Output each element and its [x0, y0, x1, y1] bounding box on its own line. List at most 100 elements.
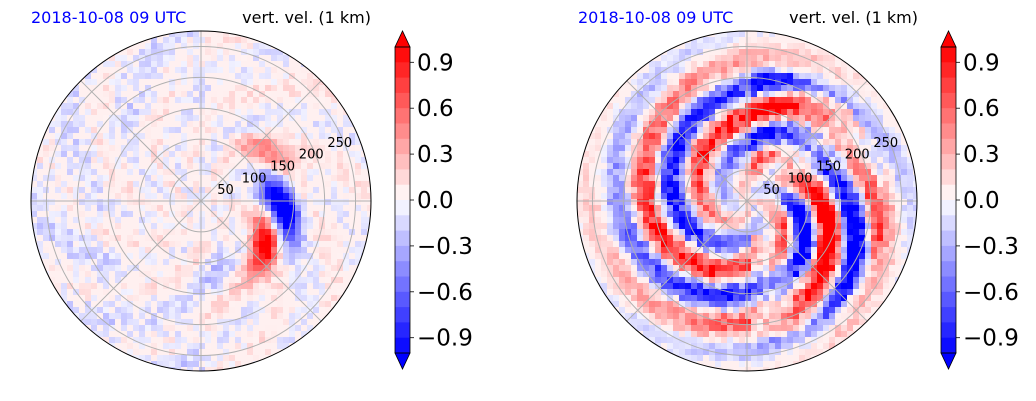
- field-cell: [139, 193, 145, 199]
- field-cell: [709, 43, 715, 49]
- field-cell: [727, 271, 733, 277]
- field-cell: [85, 163, 91, 169]
- field-cell: [109, 61, 115, 67]
- field-cell: [841, 97, 847, 103]
- field-cell: [289, 331, 295, 337]
- field-cell: [625, 157, 631, 163]
- colorbar-level: [395, 307, 410, 323]
- field-cell: [811, 361, 817, 367]
- field-cell: [283, 247, 289, 253]
- field-cell: [157, 241, 163, 247]
- field-cell: [283, 199, 289, 205]
- field-cell: [853, 115, 859, 121]
- field-cell: [313, 157, 319, 163]
- field-cell: [139, 337, 145, 343]
- field-cell: [859, 127, 865, 133]
- field-cell: [625, 109, 631, 115]
- field-cell: [223, 325, 229, 331]
- field-cell: [745, 223, 751, 229]
- field-cell: [265, 109, 271, 115]
- field-cell: [733, 247, 739, 253]
- field-cell: [577, 181, 583, 187]
- field-cell: [793, 151, 799, 157]
- field-cell: [49, 199, 55, 205]
- field-cell: [691, 283, 697, 289]
- field-cell: [733, 157, 739, 163]
- field-cell: [727, 31, 733, 37]
- field-cell: [187, 319, 193, 325]
- field-cell: [727, 79, 733, 85]
- field-cell: [613, 301, 619, 307]
- field-cell: [841, 331, 847, 337]
- field-cell: [619, 193, 625, 199]
- field-cell: [163, 187, 169, 193]
- field-cell: [661, 139, 667, 145]
- field-cell: [187, 241, 193, 247]
- field-cell: [613, 223, 619, 229]
- field-cell: [625, 271, 631, 277]
- field-cell: [187, 223, 193, 229]
- field-cell: [631, 199, 637, 205]
- field-cell: [121, 73, 127, 79]
- field-cell: [283, 73, 289, 79]
- field-cell: [745, 127, 751, 133]
- field-cell: [601, 157, 607, 163]
- field-cell: [361, 193, 367, 199]
- field-cell: [799, 115, 805, 121]
- field-cell: [781, 211, 787, 217]
- field-cell: [721, 85, 727, 91]
- field-cell: [175, 127, 181, 133]
- field-cell: [211, 139, 217, 145]
- left-cbar-tick-0.9: 0.9: [417, 50, 454, 76]
- field-cell: [259, 49, 265, 55]
- field-cell: [655, 247, 661, 253]
- field-cell: [151, 175, 157, 181]
- field-cell: [193, 253, 199, 259]
- field-cell: [187, 199, 193, 205]
- field-cell: [241, 283, 247, 289]
- field-cell: [715, 85, 721, 91]
- field-cell: [757, 79, 763, 85]
- field-cell: [811, 241, 817, 247]
- field-cell: [361, 157, 367, 163]
- field-cell: [691, 127, 697, 133]
- field-cell: [103, 115, 109, 121]
- field-cell: [667, 85, 673, 91]
- field-cell: [85, 313, 91, 319]
- field-cell: [679, 265, 685, 271]
- field-cell: [823, 301, 829, 307]
- field-cell: [313, 295, 319, 301]
- field-cell: [115, 163, 121, 169]
- field-cell: [811, 73, 817, 79]
- field-cell: [97, 319, 103, 325]
- field-cell: [79, 175, 85, 181]
- field-cell: [727, 49, 733, 55]
- field-cell: [103, 151, 109, 157]
- field-cell: [277, 295, 283, 301]
- field-cell: [625, 169, 631, 175]
- field-cell: [769, 283, 775, 289]
- field-cell: [217, 121, 223, 127]
- field-cell: [913, 181, 917, 187]
- field-cell: [109, 205, 115, 211]
- field-cell: [745, 331, 751, 337]
- field-cell: [169, 337, 175, 343]
- field-cell: [97, 229, 103, 235]
- field-cell: [115, 193, 121, 199]
- field-cell: [325, 277, 331, 283]
- field-cell: [817, 259, 823, 265]
- field-cell: [601, 223, 607, 229]
- field-cell: [859, 205, 865, 211]
- field-cell: [817, 307, 823, 313]
- field-cell: [805, 349, 811, 355]
- field-cell: [85, 229, 91, 235]
- field-cell: [649, 91, 655, 97]
- field-cell: [781, 265, 787, 271]
- field-cell: [67, 133, 73, 139]
- field-cell: [241, 265, 247, 271]
- field-cell: [847, 319, 853, 325]
- field-cell: [145, 349, 151, 355]
- field-cell: [103, 61, 109, 67]
- field-cell: [295, 259, 301, 265]
- field-cell: [721, 223, 727, 229]
